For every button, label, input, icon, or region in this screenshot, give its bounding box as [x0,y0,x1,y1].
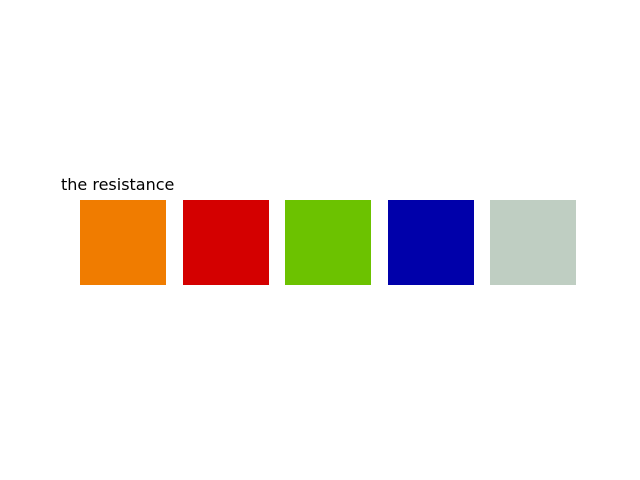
color-swatch-red [183,200,269,285]
color-swatch-gray-green [490,200,576,285]
palette-title: the resistance [61,175,175,194]
color-swatch-orange [80,200,166,285]
color-swatch-row [80,200,576,285]
color-swatch-green [285,200,371,285]
color-swatch-blue [388,200,474,285]
